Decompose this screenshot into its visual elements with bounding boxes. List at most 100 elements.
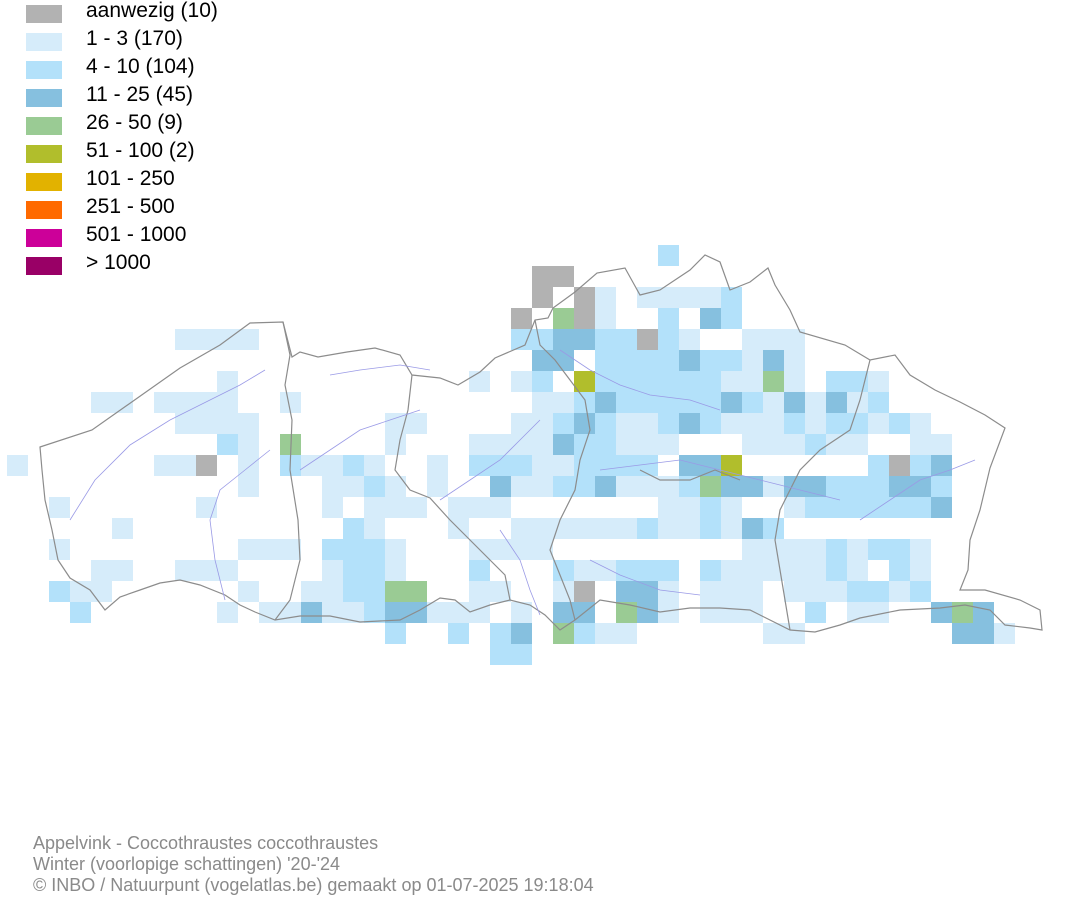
- grid-cell: [637, 518, 658, 539]
- grid-cell: [574, 308, 595, 329]
- grid-cell: [511, 518, 532, 539]
- grid-cell: [889, 581, 910, 602]
- grid-cell: [826, 539, 847, 560]
- grid-cell: [679, 350, 700, 371]
- grid-cell: [658, 497, 679, 518]
- grid-cell: [70, 581, 91, 602]
- grid-cell: [343, 455, 364, 476]
- grid-cell: [322, 476, 343, 497]
- grid-cell: [112, 518, 133, 539]
- grid-cell: [616, 455, 637, 476]
- grid-cell: [574, 476, 595, 497]
- grid-cell: [616, 329, 637, 350]
- grid-cell: [49, 581, 70, 602]
- legend-swatch: [26, 33, 62, 51]
- grid-cell: [574, 581, 595, 602]
- grid-cell: [784, 434, 805, 455]
- grid-cell: [805, 539, 826, 560]
- grid-cell: [553, 350, 574, 371]
- grid-cell: [322, 560, 343, 581]
- grid-cell: [805, 560, 826, 581]
- grid-cell: [763, 518, 784, 539]
- grid-cell: [574, 623, 595, 644]
- grid-cell: [784, 371, 805, 392]
- grid-cell: [595, 287, 616, 308]
- grid-cell: [280, 392, 301, 413]
- grid-cell: [742, 602, 763, 623]
- grid-cell: [259, 539, 280, 560]
- legend-label: 4 - 10 (104): [86, 55, 195, 78]
- grid-cell: [490, 581, 511, 602]
- grid-cell: [658, 392, 679, 413]
- grid-cell: [490, 644, 511, 665]
- grid-cell: [7, 455, 28, 476]
- grid-cell: [763, 350, 784, 371]
- grid-cell: [931, 497, 952, 518]
- grid-cell: [322, 581, 343, 602]
- grid-cell: [217, 392, 238, 413]
- grid-cell: [805, 392, 826, 413]
- grid-cell: [889, 413, 910, 434]
- grid-cell: [637, 350, 658, 371]
- grid-cell: [364, 518, 385, 539]
- grid-cell: [889, 476, 910, 497]
- grid-cell: [847, 602, 868, 623]
- grid-cell: [784, 392, 805, 413]
- grid-cell: [112, 560, 133, 581]
- grid-cell: [196, 329, 217, 350]
- grid-cell: [910, 560, 931, 581]
- credits: Appelvink - Coccothraustes coccothrauste…: [33, 833, 594, 896]
- grid-cell: [301, 581, 322, 602]
- grid-cell: [805, 476, 826, 497]
- grid-cell: [238, 539, 259, 560]
- grid-cell: [742, 518, 763, 539]
- grid-cell: [742, 329, 763, 350]
- grid-cell: [721, 413, 742, 434]
- grid-cell: [574, 329, 595, 350]
- grid-cell: [700, 350, 721, 371]
- period-subtitle: Winter (voorlopige schattingen) '20-'24: [33, 854, 341, 874]
- grid-cell: [364, 539, 385, 560]
- grid-cell: [847, 581, 868, 602]
- grid-cell: [238, 434, 259, 455]
- grid-cells: [7, 245, 1015, 665]
- grid-cell: [343, 476, 364, 497]
- grid-cell: [637, 413, 658, 434]
- grid-cell: [721, 392, 742, 413]
- grid-cell: [511, 371, 532, 392]
- grid-cell: [217, 434, 238, 455]
- province-border-3: [534, 319, 591, 621]
- grid-cell: [784, 560, 805, 581]
- grid-cell: [616, 476, 637, 497]
- grid-cell: [826, 392, 847, 413]
- grid-cell: [385, 413, 406, 434]
- grid-cell: [868, 455, 889, 476]
- river-4: [329, 364, 431, 376]
- river-1: [69, 369, 266, 521]
- grid-cell: [637, 371, 658, 392]
- grid-cell: [721, 497, 742, 518]
- grid-cell: [364, 497, 385, 518]
- grid-cell: [385, 434, 406, 455]
- grid-cell: [574, 560, 595, 581]
- grid-cell: [469, 581, 490, 602]
- grid-cell: [553, 392, 574, 413]
- grid-cell: [784, 581, 805, 602]
- grid-cell: [742, 350, 763, 371]
- legend-label: > 1000: [86, 251, 151, 274]
- grid-cell: [385, 581, 406, 602]
- grid-cell: [343, 581, 364, 602]
- legend-label: 501 - 1000: [86, 223, 187, 246]
- grid-cell: [469, 497, 490, 518]
- grid-cell: [658, 350, 679, 371]
- grid-cell: [847, 413, 868, 434]
- grid-cell: [868, 476, 889, 497]
- grid-cell: [910, 434, 931, 455]
- grid-cell: [637, 581, 658, 602]
- grid-cell: [616, 581, 637, 602]
- grid-cell: [658, 287, 679, 308]
- legend-label: 11 - 25 (45): [86, 83, 193, 106]
- grid-cell: [763, 413, 784, 434]
- grid-cell: [406, 413, 427, 434]
